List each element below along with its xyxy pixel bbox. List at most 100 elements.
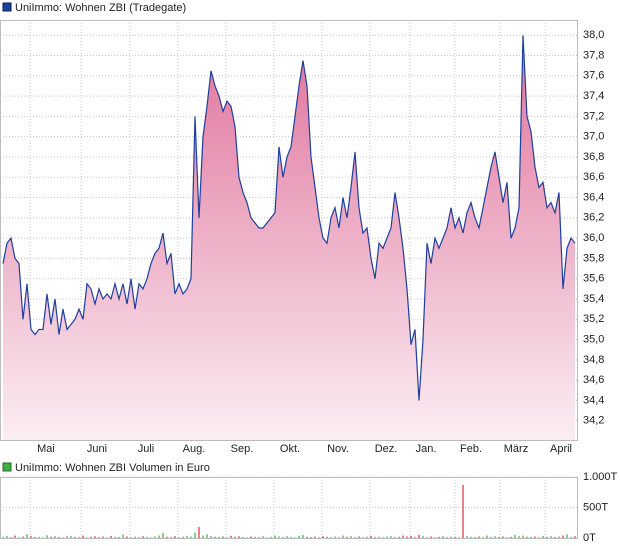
volume-bar bbox=[114, 536, 116, 538]
y-tick-label: 36,2 bbox=[583, 212, 604, 224]
x-tick-label: Dez. bbox=[375, 443, 398, 455]
x-tick-label: Feb. bbox=[460, 443, 482, 455]
volume-bar bbox=[338, 537, 340, 538]
y-tick-label: 37,8 bbox=[583, 49, 604, 61]
x-tick-label: Aug. bbox=[183, 443, 206, 455]
volume-bar bbox=[474, 537, 476, 538]
volume-bar bbox=[58, 537, 60, 538]
legend-swatch bbox=[2, 2, 12, 12]
volume-bar bbox=[414, 536, 416, 538]
volume-bar bbox=[246, 537, 248, 538]
y-tick-label: 500T bbox=[583, 501, 608, 513]
volume-bar bbox=[50, 536, 52, 538]
y-tick-label: 37,4 bbox=[583, 90, 604, 102]
volume-bar bbox=[494, 536, 496, 538]
volume-bar bbox=[98, 537, 100, 538]
volume-bar bbox=[346, 536, 348, 538]
y-tick-label: 1.000T bbox=[583, 471, 618, 483]
x-tick-label: Juni bbox=[87, 443, 107, 455]
volume-bar bbox=[382, 537, 384, 538]
y-tick-label: 35,0 bbox=[583, 333, 604, 345]
volume-bar bbox=[410, 535, 412, 538]
y-tick-label: 36,6 bbox=[583, 171, 604, 183]
volume-bar bbox=[266, 537, 268, 538]
volume-bar bbox=[402, 535, 404, 538]
volume-bar bbox=[130, 537, 132, 538]
volume-bar bbox=[466, 536, 468, 538]
plot-frame bbox=[0, 20, 578, 441]
volume-bar bbox=[254, 536, 256, 538]
volume-bar bbox=[538, 537, 540, 538]
volume-bar bbox=[354, 537, 356, 538]
volume-bar bbox=[490, 536, 492, 538]
volume-bar bbox=[94, 536, 96, 538]
legend-swatch bbox=[2, 462, 12, 472]
volume-bar bbox=[146, 536, 148, 538]
volume-bar bbox=[138, 537, 140, 538]
volume-bar bbox=[486, 535, 488, 538]
volume-bar bbox=[110, 535, 112, 538]
volume-bar bbox=[170, 537, 172, 538]
volume-bar bbox=[518, 536, 520, 538]
volume-bar bbox=[90, 536, 92, 538]
y-tick-label: 36,4 bbox=[583, 191, 604, 203]
volume-bar bbox=[530, 537, 532, 538]
y-tick-label: 38,0 bbox=[583, 29, 604, 41]
volume-bar bbox=[242, 537, 244, 538]
volume-bar bbox=[562, 535, 564, 538]
volume-bar bbox=[478, 536, 480, 538]
y-tick-label: 35,8 bbox=[583, 252, 604, 264]
volume-bar bbox=[210, 536, 212, 538]
y-tick-label: 35,6 bbox=[583, 273, 604, 285]
volume-bar bbox=[546, 536, 548, 538]
volume-bar bbox=[62, 537, 64, 538]
volume-bar bbox=[290, 536, 292, 538]
volume-bar bbox=[230, 535, 232, 538]
volume-bar bbox=[122, 534, 124, 538]
volume-bar bbox=[434, 537, 436, 538]
volume-bar bbox=[158, 535, 160, 538]
y-tick-label: 34,4 bbox=[583, 394, 604, 406]
volume-bar bbox=[238, 536, 240, 538]
x-tick-label: Nov. bbox=[327, 443, 349, 455]
volume-bar bbox=[26, 534, 28, 538]
volume-bar bbox=[450, 536, 452, 538]
volume-bar bbox=[462, 484, 464, 538]
volume-bar bbox=[334, 536, 336, 538]
volume-bar bbox=[194, 532, 196, 538]
x-tick-label: Jan. bbox=[416, 443, 437, 455]
volume-bar bbox=[438, 536, 440, 538]
y-tick-label: 37,0 bbox=[583, 131, 604, 143]
volume-bar bbox=[202, 535, 204, 538]
volume-bar bbox=[218, 537, 220, 538]
volume-bar bbox=[134, 536, 136, 538]
volume-bar bbox=[526, 536, 528, 538]
volume-bar bbox=[42, 537, 44, 538]
volume-bar bbox=[70, 535, 72, 538]
volume-bar bbox=[422, 536, 424, 538]
x-tick-label: März bbox=[504, 443, 528, 455]
volume-bar bbox=[350, 536, 352, 538]
y-tick-label: 35,4 bbox=[583, 293, 604, 305]
volume-bar bbox=[550, 536, 552, 538]
volume-bar bbox=[78, 537, 80, 538]
volume-bar bbox=[510, 536, 512, 538]
volume-bar bbox=[66, 536, 68, 538]
volume-bar bbox=[326, 536, 328, 538]
volume-bar bbox=[386, 536, 388, 538]
volume-bar bbox=[118, 537, 120, 538]
volume-bar bbox=[174, 536, 176, 538]
volume-bar bbox=[566, 534, 568, 538]
volume-bar bbox=[506, 537, 508, 538]
x-tick-label: Juli bbox=[138, 443, 155, 455]
volume-bar bbox=[458, 537, 460, 538]
volume-bar bbox=[102, 536, 104, 538]
volume-bar bbox=[106, 537, 108, 538]
x-tick-label: Sep. bbox=[231, 443, 254, 455]
volume-bar bbox=[310, 537, 312, 538]
volume-bar bbox=[222, 536, 224, 538]
volume-bar bbox=[54, 536, 56, 538]
volume-bar bbox=[342, 535, 344, 538]
volume-bar bbox=[298, 535, 300, 538]
volume-bar bbox=[362, 537, 364, 538]
